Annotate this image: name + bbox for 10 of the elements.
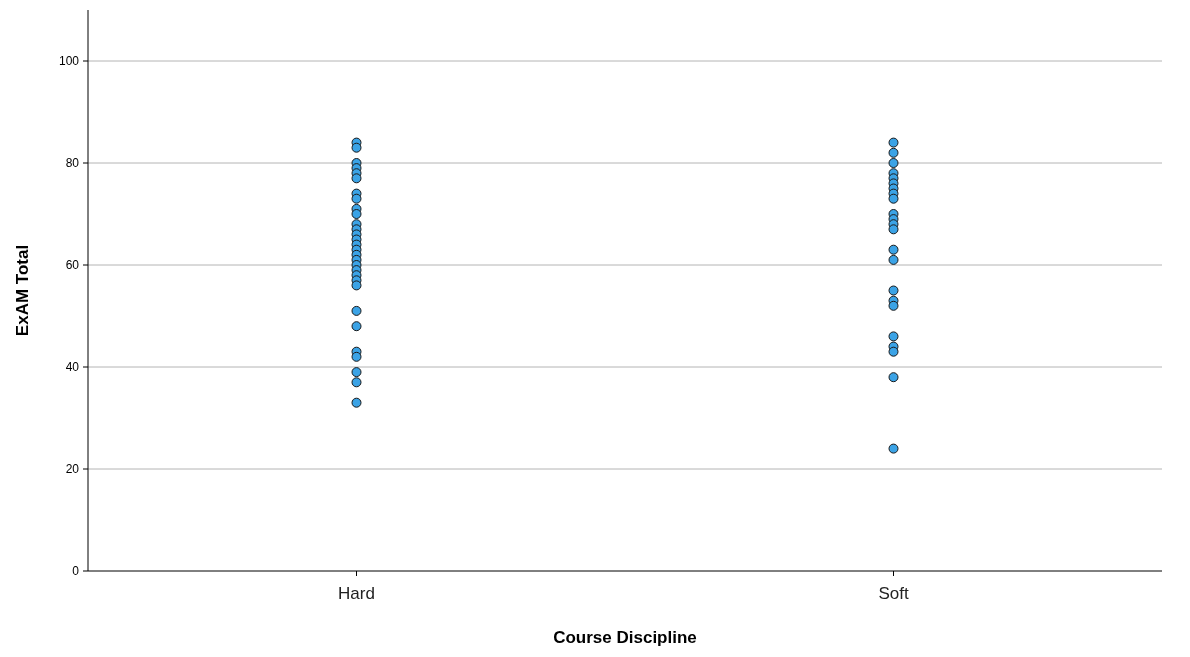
y-tick-label: 0 xyxy=(72,564,80,579)
y-axis-title: ExAM Total xyxy=(13,244,32,337)
y-tick-label: 20 xyxy=(65,462,80,477)
y-tick-label: 60 xyxy=(65,258,80,273)
y-tick-label: 40 xyxy=(65,360,80,375)
x-tick-label: Soft xyxy=(878,584,909,603)
y-tick-label: 80 xyxy=(65,156,80,171)
y-tick-label: 100 xyxy=(58,54,80,69)
x-axis-title: Course Discipline xyxy=(553,628,697,647)
x-tick-label: Hard xyxy=(338,584,375,603)
